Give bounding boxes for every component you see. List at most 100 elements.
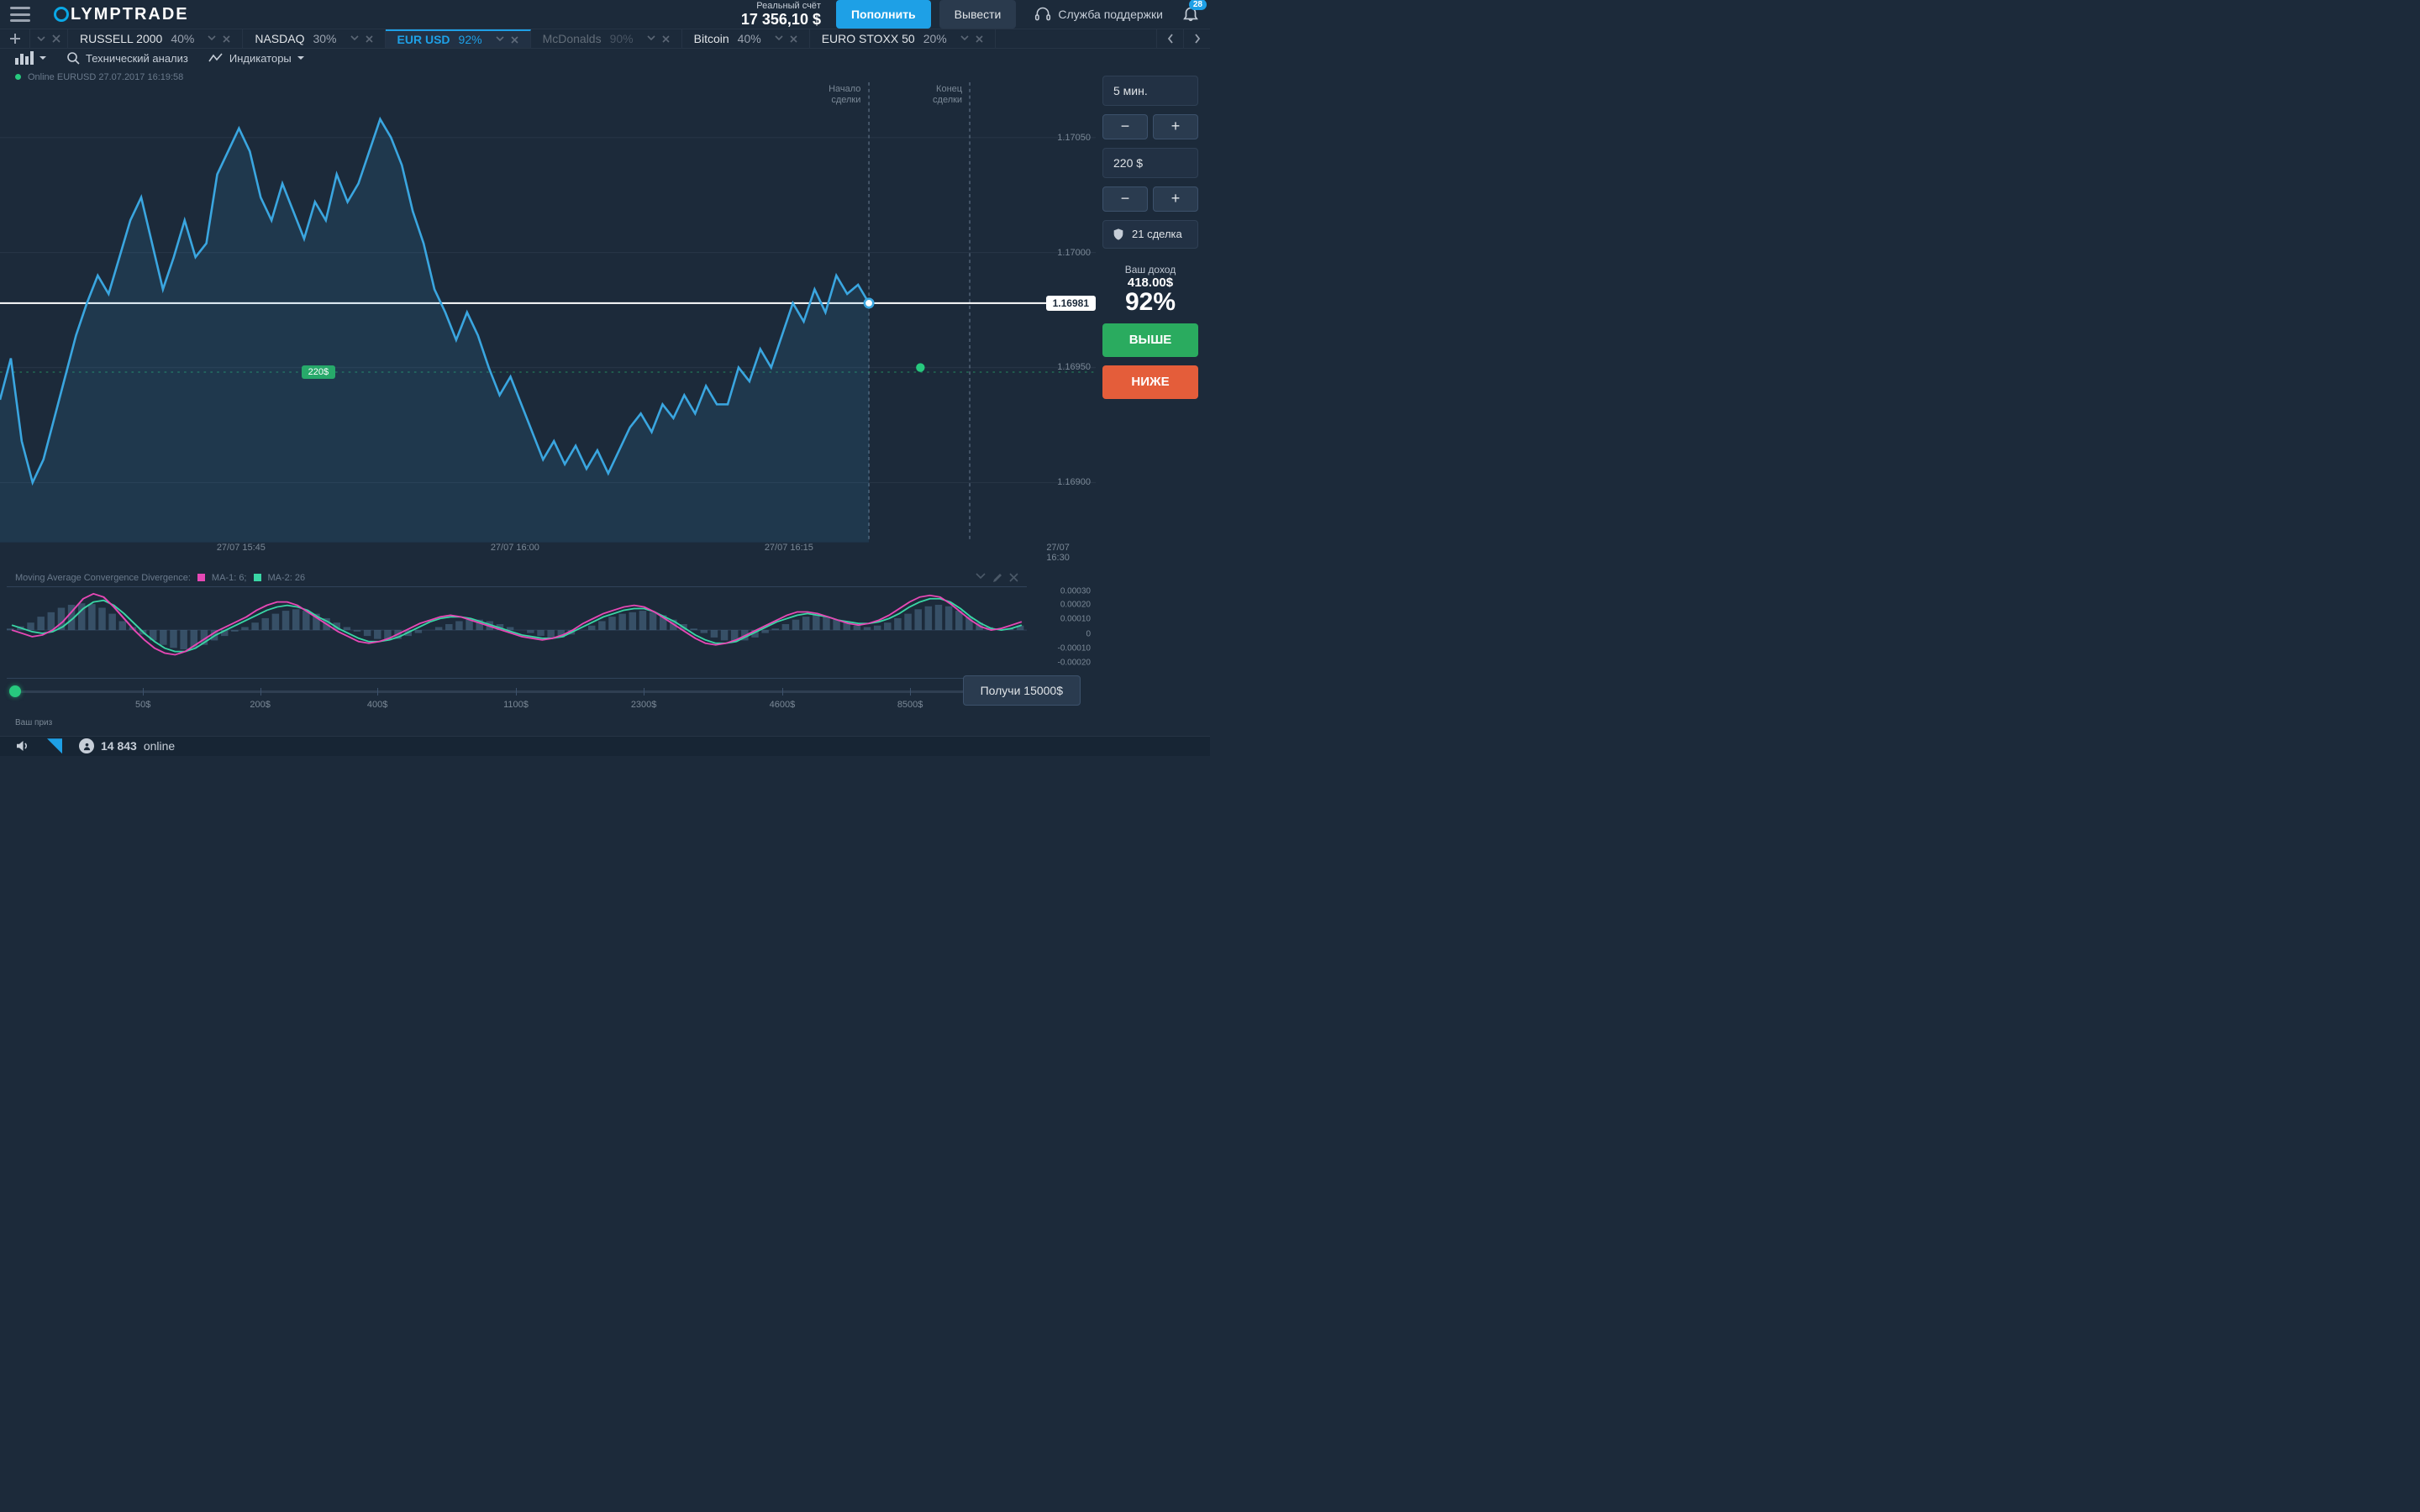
close-icon[interactable] — [223, 35, 230, 43]
tab-name: RUSSELL 2000 — [80, 32, 162, 45]
close-icon[interactable] — [790, 35, 797, 43]
close-icon[interactable] — [1009, 573, 1018, 582]
macd-chart[interactable]: 0.000300.000200.000100-0.00010-0.00020 — [7, 586, 1027, 679]
add-tab-button[interactable] — [0, 29, 30, 48]
account-info[interactable]: Реальный счёт 17 356,10 $ — [741, 1, 821, 29]
tab-name: EURO STOXX 50 — [822, 32, 915, 45]
chevron-down-icon[interactable] — [960, 35, 969, 41]
instrument-tab[interactable]: NASDAQ 30% — [243, 29, 385, 48]
instrument-tab[interactable]: EUR USD 92% — [386, 29, 531, 48]
notifications-button[interactable]: 28 — [1181, 4, 1200, 25]
prize-slider[interactable] — [15, 690, 1081, 693]
edit-icon[interactable] — [992, 573, 1002, 583]
macd-svg — [7, 587, 1027, 678]
amount-field[interactable]: 220 $ — [1102, 148, 1198, 178]
tab-name: McDonalds — [543, 32, 602, 45]
logo-ring-icon — [54, 7, 69, 22]
deal-end-label: Конецсделки — [933, 84, 962, 106]
tabs-scroll-right[interactable] — [1183, 29, 1210, 48]
income-display: Ваш доход 418.00$ 92% — [1102, 264, 1198, 315]
trade-panel: 5 мин. − + 220 $ − + 21 сделка Ваш доход… — [1096, 67, 1210, 736]
support-link[interactable]: Служба поддержки — [1034, 6, 1163, 23]
account-label: Реальный счёт — [741, 1, 821, 11]
user-icon — [79, 738, 94, 753]
price-chart[interactable]: 1.170501.170001.169501.16900 1.16981 220… — [0, 82, 1096, 543]
prize-slider-knob[interactable] — [9, 685, 21, 697]
deals-label: 21 сделка — [1132, 228, 1182, 240]
current-price-label: 1.16981 — [1046, 296, 1096, 311]
caret-down-icon — [297, 56, 304, 60]
amount-minus-button[interactable]: − — [1102, 186, 1148, 212]
instrument-tabs: RUSSELL 2000 40% NASDAQ 30% EUR USD 92% … — [0, 29, 1210, 49]
get-prize-button[interactable]: Получи 15000$ — [963, 675, 1081, 706]
tabs-scroll-left[interactable] — [1156, 29, 1183, 48]
time-field[interactable]: 5 мин. — [1102, 76, 1198, 106]
chevron-down-icon[interactable] — [350, 35, 359, 41]
caret-down-icon — [39, 56, 46, 60]
chart-type-dropdown[interactable] — [15, 51, 46, 65]
headset-icon — [1034, 6, 1051, 23]
logo-text-1: LYMP — [71, 5, 123, 24]
instrument-tab[interactable]: RUSSELL 2000 40% — [68, 29, 243, 48]
analysis-icon — [66, 51, 80, 65]
ma1-color-swatch — [197, 574, 205, 581]
close-icon[interactable] — [511, 36, 518, 44]
buy-up-button[interactable]: ВЫШЕ — [1102, 323, 1198, 357]
chevron-left-icon — [1167, 34, 1174, 44]
close-icon[interactable] — [52, 34, 60, 43]
chart-bars-icon — [15, 51, 34, 65]
instrument-tab[interactable]: EURO STOXX 50 20% — [810, 29, 996, 48]
footer-brand-icon[interactable] — [47, 738, 62, 753]
header: LYMP TRADE Реальный счёт 17 356,10 $ Поп… — [0, 0, 1210, 29]
support-label: Служба поддержки — [1058, 8, 1163, 21]
chevron-down-icon[interactable] — [208, 35, 216, 41]
instrument-tab[interactable]: Bitcoin 40% — [682, 29, 810, 48]
tab-global-controls — [30, 29, 68, 48]
amount-plus-button[interactable]: + — [1153, 186, 1198, 212]
time-plus-button[interactable]: + — [1153, 114, 1198, 139]
indicators-dropdown[interactable]: Индикаторы — [208, 52, 304, 65]
prize-label: Ваш приз — [15, 718, 1081, 727]
tab-payout: 90% — [610, 32, 634, 45]
withdraw-button[interactable]: Вывести — [939, 0, 1017, 29]
chevron-down-icon[interactable] — [976, 573, 986, 580]
chart-y-axis: 1.170501.170001.169501.16900 — [1032, 82, 1091, 543]
deposit-button[interactable]: Пополнить — [836, 0, 931, 29]
tab-payout: 30% — [313, 32, 336, 45]
chevron-down-icon[interactable] — [775, 35, 783, 41]
buy-down-button[interactable]: НИЖЕ — [1102, 365, 1198, 399]
chevron-right-icon — [1194, 34, 1201, 44]
tab-name: Bitcoin — [694, 32, 729, 45]
close-icon[interactable] — [662, 35, 670, 43]
logo-text-2: TRADE — [123, 5, 189, 24]
close-icon[interactable] — [976, 35, 983, 43]
price-chart-svg — [0, 82, 1096, 543]
tab-payout: 20% — [923, 32, 947, 45]
account-balance: 17 356,10 $ — [741, 11, 821, 29]
ma1-label: MA-1: 6; — [212, 573, 247, 583]
time-minus-button[interactable]: − — [1102, 114, 1148, 139]
tab-name: EUR USD — [397, 33, 450, 46]
trade-amount-tag: 220$ — [302, 365, 335, 379]
online-users[interactable]: 14 843 online — [79, 738, 175, 753]
chart-x-axis: 27/07 15:4527/07 16:0027/07 16:1527/07 1… — [0, 543, 1096, 563]
logo[interactable]: LYMP TRADE — [54, 5, 189, 24]
tab-payout: 92% — [459, 33, 482, 46]
chevron-down-icon[interactable] — [37, 36, 45, 42]
chart-status-text: Online EURUSD 27.07.2017 16:19:58 — [28, 72, 183, 82]
indicator-controls — [976, 573, 1018, 583]
instrument-tab[interactable]: McDonalds 90% — [531, 29, 682, 48]
chevron-down-icon[interactable] — [647, 35, 655, 41]
menu-icon[interactable] — [10, 7, 30, 22]
chevron-down-icon[interactable] — [496, 36, 504, 42]
online-count: 14 843 — [101, 739, 137, 753]
online-dot-icon — [15, 74, 21, 80]
footer: 14 843 online — [0, 736, 1210, 756]
close-icon[interactable] — [366, 35, 373, 43]
tab-payout: 40% — [738, 32, 761, 45]
technical-analysis-button[interactable]: Технический анализ — [66, 51, 188, 65]
technical-analysis-label: Технический анализ — [86, 52, 188, 65]
prize-tick-labels: 50$200$400$1100$2300$4600$8500$ — [15, 700, 1081, 718]
volume-icon[interactable] — [13, 738, 30, 753]
online-label: online — [144, 739, 175, 753]
